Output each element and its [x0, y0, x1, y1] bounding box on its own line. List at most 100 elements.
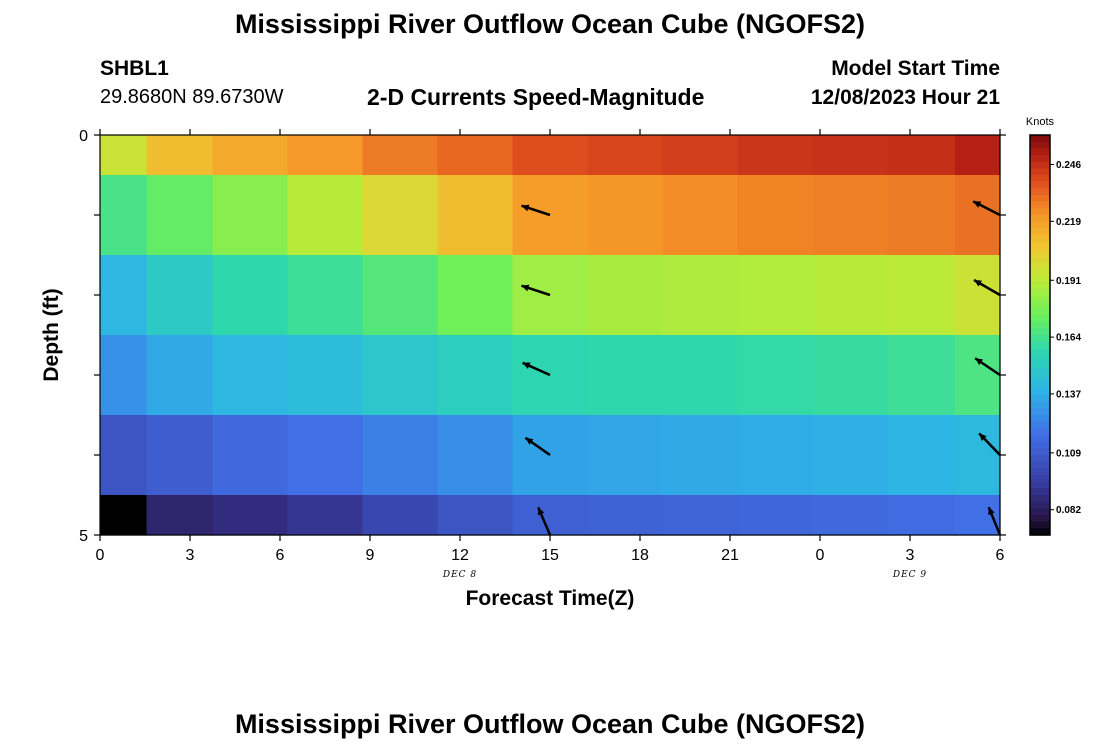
colorbar-segment: [1030, 501, 1050, 509]
colorbar-segment: [1030, 228, 1050, 236]
heatmap-cell: [146, 495, 214, 536]
heatmap-cell: [287, 255, 364, 336]
heatmap-cell: [212, 335, 289, 416]
colorbar-tick-label: 0.191: [1056, 276, 1081, 287]
colorbar-segment: [1030, 281, 1050, 289]
station-coordinates: 29.8680N 89.6730W: [100, 86, 284, 108]
colorbar-segment: [1030, 308, 1050, 316]
heatmap-cell: [887, 175, 956, 256]
heatmap-cell: [812, 335, 889, 416]
chart-subtitle: 2-D Currents Speed-Magnitude: [367, 84, 705, 110]
colorbar-tick-label: 0.082: [1056, 505, 1081, 516]
colorbar-segment: [1030, 508, 1050, 516]
colorbar-segment: [1030, 521, 1050, 529]
colorbar-segment: [1030, 268, 1050, 276]
colorbar-frame: [1029, 134, 1051, 536]
colorbar-segment: [1030, 201, 1050, 209]
colorbar-segment: [1030, 168, 1050, 176]
heatmap-cell: [437, 335, 514, 416]
heatmap-cell: [512, 135, 589, 176]
colorbar-tick-label: 0.164: [1056, 333, 1081, 344]
colorbar-segment: [1030, 275, 1050, 283]
heatmap-cell: [362, 415, 439, 496]
arrow-head: [537, 507, 545, 516]
heatmap-cell: [437, 135, 514, 176]
heatmap-cell: [955, 255, 1001, 336]
heatmap-cell: [437, 495, 514, 536]
current-arrow: [974, 357, 1001, 377]
heatmap-cell: [955, 175, 1001, 256]
heatmap-cell: [812, 495, 889, 536]
heatmap-cell: [362, 335, 439, 416]
colorbar-segment: [1030, 135, 1050, 143]
colorbar-segment: [1030, 475, 1050, 483]
colorbar-segment: [1030, 248, 1050, 256]
colorbar-segment: [1030, 141, 1050, 149]
colorbar-segment: [1030, 328, 1050, 336]
heatmap-cell: [662, 135, 739, 176]
colorbar-segment: [1030, 435, 1050, 443]
date-label: DEC 8: [442, 570, 477, 580]
colorbar-segment: [1030, 261, 1050, 269]
heatmap-cell: [100, 415, 148, 496]
colorbar-segment: [1030, 208, 1050, 216]
heatmap-cell: [737, 255, 814, 336]
heatmap-cell: [662, 335, 739, 416]
heatmap-cell: [512, 335, 589, 416]
heatmap-cell: [100, 255, 148, 336]
heatmap-cell: [587, 175, 664, 256]
colorbar-segment: [1030, 528, 1050, 536]
heatmap-cell: [662, 495, 739, 536]
colorbar-segment: [1030, 455, 1050, 463]
colorbar-segment: [1030, 255, 1050, 263]
heatmap-cell: [887, 415, 956, 496]
colorbar-segment: [1030, 468, 1050, 476]
x-tick-label: 6: [996, 547, 1005, 564]
heatmap-cell: [512, 255, 589, 336]
heatmap-cells: [100, 135, 1001, 536]
colorbar-tick-label: 0.246: [1056, 160, 1081, 171]
heatmap-cell: [100, 495, 148, 536]
arrow-head: [979, 433, 987, 442]
colorbar-tick-label: 0.219: [1056, 217, 1081, 228]
colorbar-segment: [1030, 461, 1050, 469]
x-tick-label: 21: [721, 547, 739, 564]
heatmap-cell: [212, 255, 289, 336]
colorbar-segment: [1030, 161, 1050, 169]
colorbar-segment: [1030, 515, 1050, 523]
heatmap-cell: [512, 415, 589, 496]
current-arrows: [521, 200, 1002, 536]
x-tick-label: 0: [96, 547, 105, 564]
current-arrow: [972, 200, 1001, 217]
heatmap-cell: [362, 135, 439, 176]
colorbar-segment: [1030, 288, 1050, 296]
arrow-head: [525, 437, 534, 445]
heatmap-cell: [812, 415, 889, 496]
colorbar-segment: [1030, 241, 1050, 249]
colorbar-segment: [1030, 221, 1050, 229]
colorbar-segment: [1030, 355, 1050, 363]
colorbar-segment: [1030, 388, 1050, 396]
heatmap-cell: [955, 135, 1001, 176]
colorbar-segment: [1030, 348, 1050, 356]
footer-title: Mississippi River Outflow Ocean Cube (NG…: [234, 709, 866, 739]
heatmap-cell: [737, 135, 814, 176]
y-axis-label: Depth (ft): [40, 288, 63, 381]
heatmap-cell: [737, 495, 814, 536]
colorbar-segment: [1030, 341, 1050, 349]
heatmap-cell: [146, 135, 214, 176]
y-tick-label: 5: [79, 528, 88, 545]
colorbar-segment: [1030, 395, 1050, 403]
colorbar-tick-label: 0.137: [1056, 389, 1081, 400]
colorbar-segment: [1030, 155, 1050, 163]
colorbar-segment: [1030, 195, 1050, 203]
current-arrow: [537, 506, 552, 536]
current-arrow: [987, 506, 1002, 536]
x-tick-label: 18: [631, 547, 649, 564]
heatmap-cell: [287, 415, 364, 496]
colorbar-segment: [1030, 235, 1050, 243]
heatmap-cell: [146, 415, 214, 496]
arrow-head: [973, 201, 982, 208]
x-tick-label: 0: [816, 547, 825, 564]
